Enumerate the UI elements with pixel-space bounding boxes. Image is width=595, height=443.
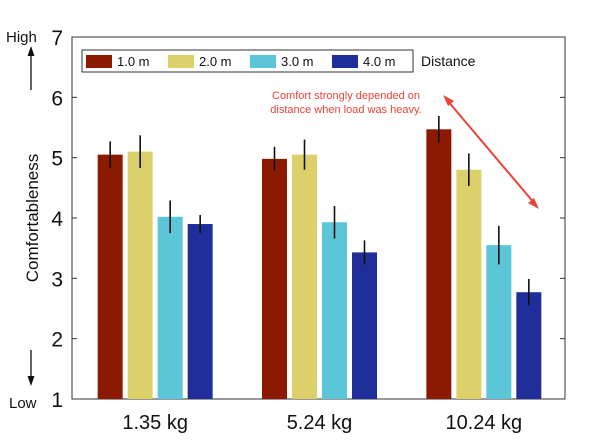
y-tick-label: 4 [51, 208, 63, 231]
y-ticks: 1 2 3 4 5 6 7 [51, 27, 565, 412]
y-tick-label: 3 [51, 268, 63, 291]
y-low-label: Low [9, 395, 37, 412]
legend-entry: 4.0 m [363, 54, 396, 69]
x-tick-label: 5.24 kg [287, 412, 353, 434]
y-tick-label: 2 [51, 329, 63, 352]
bar [456, 169, 482, 399]
bar [127, 151, 153, 399]
bar [97, 154, 123, 399]
legend-title: Distance [421, 53, 476, 69]
y-tick-label: 6 [51, 87, 63, 110]
legend: 1.0 m 2.0 m 3.0 m 4.0 m [81, 49, 414, 73]
legend-entry: 3.0 m [281, 54, 314, 69]
legend-swatch [250, 55, 276, 68]
x-tick-labels: 1.35 kg 5.24 kg 10.24 kg [122, 412, 522, 434]
annotation-line-2: distance when load was heavy. [270, 104, 421, 116]
y-tick-label: 1 [51, 389, 63, 412]
bar [187, 224, 213, 399]
y-high-arrowhead [27, 46, 35, 56]
bar [516, 292, 542, 399]
legend-swatch [168, 55, 194, 68]
y-high-label: High [6, 29, 37, 46]
bar [486, 245, 512, 399]
annotation-arrow [446, 99, 536, 205]
y-tick-label: 5 [51, 148, 63, 171]
bar [322, 222, 347, 399]
annotation: Comfort strongly depended on distance wh… [270, 90, 539, 209]
bar [262, 158, 287, 399]
legend-swatch [332, 55, 358, 68]
y-low-arrowhead [27, 376, 35, 386]
y-axis-label: Comfortableness [23, 154, 42, 283]
bar [292, 154, 317, 399]
bar [352, 252, 377, 399]
bars [97, 116, 542, 399]
legend-swatch [86, 55, 112, 68]
legend-box [81, 49, 414, 73]
annotation-arrowhead-end [528, 198, 539, 209]
legend-entry: 2.0 m [199, 54, 232, 69]
x-tick-label: 10.24 kg [445, 412, 522, 434]
legend-entry: 1.0 m [117, 54, 150, 69]
y-tick-label: 7 [51, 27, 63, 50]
annotation-line-1: Comfort strongly depended on [272, 90, 420, 102]
x-tick-label: 1.35 kg [122, 412, 188, 434]
bar [426, 129, 452, 399]
annotation-arrowhead-start [443, 95, 454, 106]
bar [157, 216, 183, 399]
